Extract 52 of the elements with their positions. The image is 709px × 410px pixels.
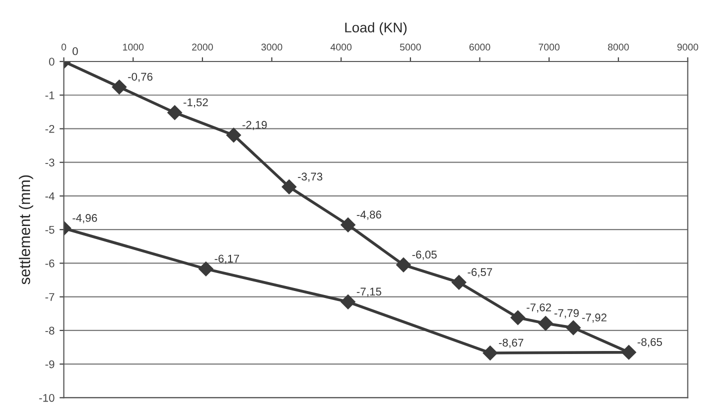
y-tick-label: -1 — [45, 92, 54, 100]
data-label: -8,67 — [498, 338, 524, 348]
data-label: -6,57 — [468, 268, 492, 278]
x-tick-label: 0 — [61, 44, 66, 51]
point — [167, 105, 182, 120]
x-tick-label: 8000 — [608, 44, 629, 51]
data-label: -4,96 — [72, 214, 97, 224]
data-label: -0,76 — [128, 72, 152, 82]
point — [340, 218, 356, 232]
point — [226, 128, 242, 143]
y-tick-label: -4 — [45, 192, 54, 200]
y-tick-label: -5 — [45, 226, 54, 234]
y-tick-label: -10 — [39, 394, 54, 402]
point — [621, 344, 636, 360]
point — [538, 316, 554, 331]
point — [482, 346, 498, 360]
point — [112, 80, 127, 94]
x-axis-title: Load (KN) — [345, 22, 407, 36]
data-label: -7,62 — [526, 303, 551, 313]
point — [282, 180, 297, 194]
data-label: -7,92 — [582, 314, 606, 323]
data-label: -3,73 — [298, 172, 322, 182]
y-axis-title: settlement (mm) — [18, 175, 34, 284]
point — [198, 262, 214, 276]
x-tick-label: 1000 — [123, 44, 144, 51]
data-label: -7,15 — [356, 288, 382, 297]
data-label: -6,17 — [214, 254, 240, 264]
data-label: -6,05 — [412, 250, 437, 260]
x-tick-label: 7000 — [538, 44, 560, 51]
data-label: -1,52 — [184, 98, 208, 108]
y-tick-label: -7 — [45, 293, 54, 301]
point — [340, 294, 356, 310]
x-tick-label: 3000 — [261, 44, 282, 51]
x-tick-label: 6000 — [469, 44, 490, 51]
data-label: -4,86 — [356, 210, 382, 220]
data-label: -8,65 — [638, 338, 662, 348]
x-tick-label: 4000 — [330, 44, 352, 51]
point — [566, 320, 581, 336]
y-tick-label: -2 — [45, 125, 54, 133]
point — [452, 274, 466, 290]
point — [396, 258, 411, 272]
y-tick-label: 0 — [49, 58, 54, 66]
y-tick-label: -3 — [45, 158, 54, 166]
y-tick-label: -6 — [45, 259, 54, 268]
x-tick-label: 9000 — [677, 44, 698, 51]
data-label: -7,79 — [554, 309, 579, 318]
x-tick-label: 2000 — [192, 44, 213, 51]
y-tick-label: -8 — [45, 326, 54, 335]
data-label: -2,19 — [242, 120, 267, 130]
y-tick-label: -9 — [45, 360, 54, 368]
point — [510, 310, 526, 326]
x-tick-label: 5000 — [400, 44, 421, 51]
